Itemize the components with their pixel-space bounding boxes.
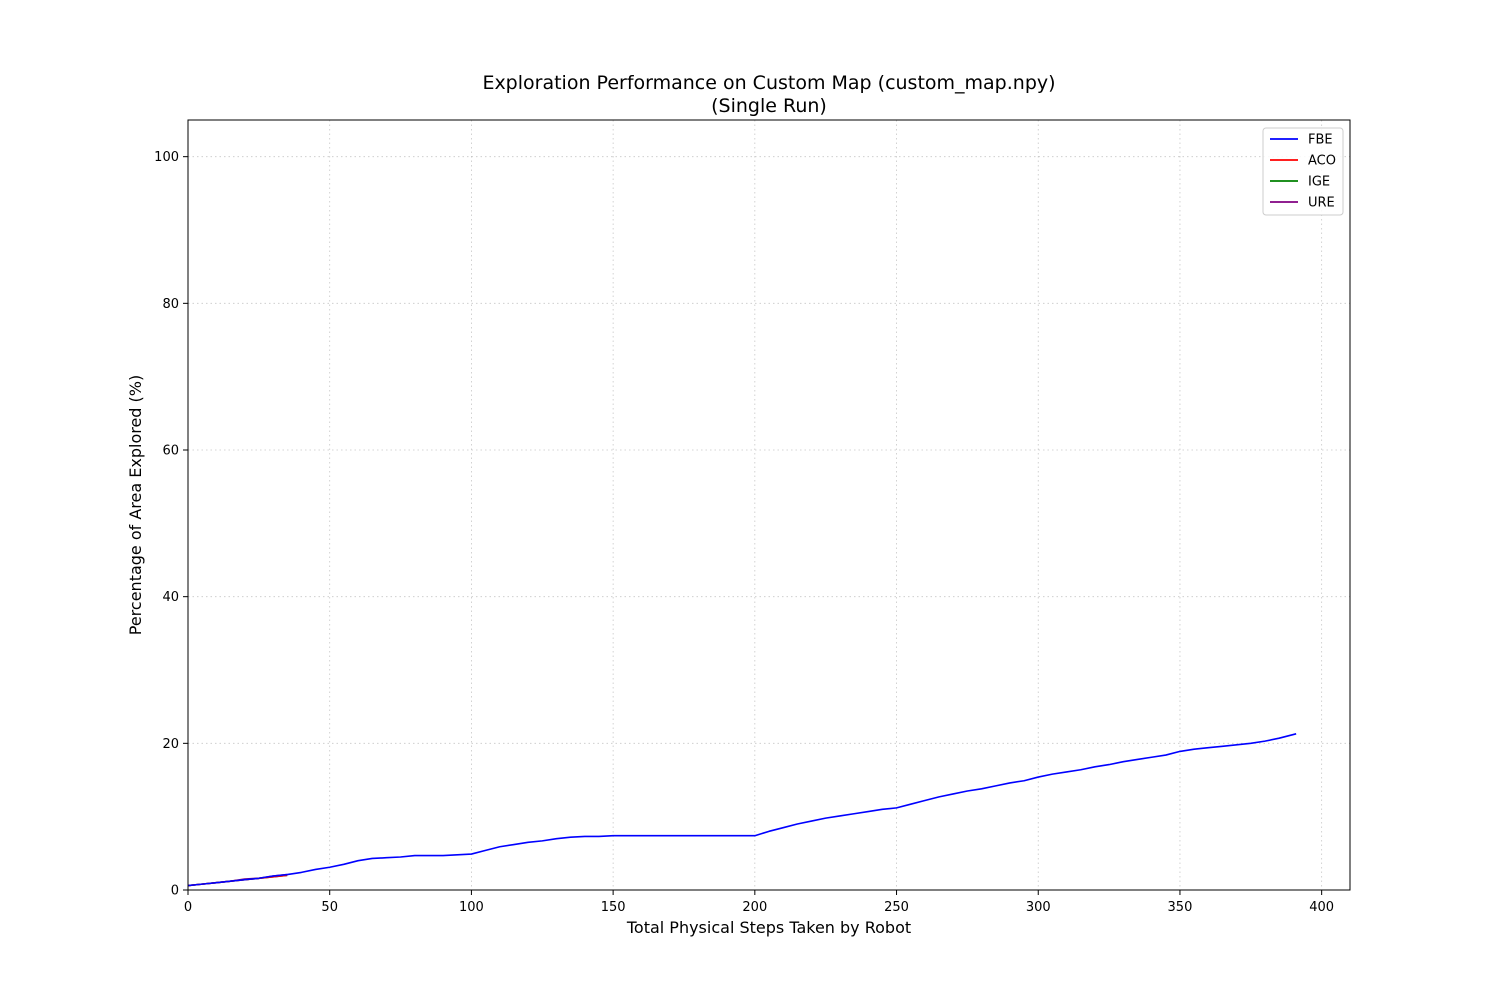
x-tick-label: 350 [1168,900,1193,915]
x-tick-label: 150 [601,900,626,915]
y-tick-label: 40 [162,590,179,605]
legend: FBE ACO IGE URE [1262,127,1344,216]
x-tick-label: 100 [459,900,484,915]
x-tick-label: 50 [321,900,338,915]
series-lines [187,733,1297,887]
axis-ticks: 0 50 100 150 200 250 300 350 400 0 20 40 60 80 100 [154,150,1334,915]
x-tick-label: 250 [884,900,909,915]
series-line-fbe [187,733,1297,887]
plot-frame [187,119,1351,891]
x-axis-label: Total Physical Steps Taken by Robot [626,918,911,937]
y-axis-label: Percentage of Area Explored (%) [126,375,145,635]
legend-label-ige: IGE [1308,175,1330,190]
x-tick-label: 400 [1309,900,1334,915]
y-tick-label: 80 [162,297,179,312]
chart-subtitle: (Single Run) [711,95,827,117]
legend-box [1262,127,1344,216]
x-tick-label: 0 [184,900,192,915]
y-tick-label: 0 [171,884,179,899]
x-tick-label: 200 [742,900,767,915]
chart-title: Exploration Performance on Custom Map (c… [482,72,1055,94]
legend-label-ure: URE [1308,196,1335,211]
y-tick-label: 20 [162,737,179,752]
legend-label-fbe: FBE [1308,133,1333,148]
legend-label-aco: ACO [1308,154,1336,169]
y-tick-label: 60 [162,444,179,459]
grid-lines [187,120,1350,891]
x-tick-label: 300 [1026,900,1051,915]
y-tick-label: 100 [154,150,179,165]
